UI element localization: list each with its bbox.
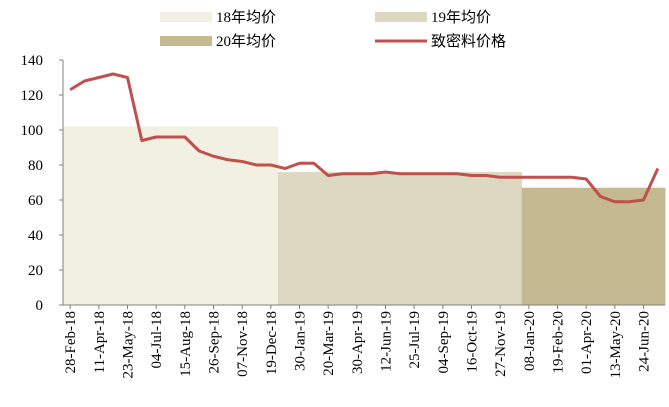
bar [106, 126, 121, 305]
x-tick-label: 04-Jul-18 [149, 311, 165, 369]
bar [421, 172, 437, 305]
legend-swatch [160, 36, 212, 46]
bar [364, 172, 379, 305]
x-tick-label: 11-Apr-18 [92, 311, 108, 373]
x-tick-label: 25-Jul-19 [407, 311, 423, 369]
x-tick-label: 27-Nov-19 [493, 311, 509, 377]
bar [278, 172, 293, 305]
x-tick-label: 01-Apr-20 [579, 311, 595, 374]
bar [507, 172, 523, 305]
price-line [69, 72, 660, 204]
y-tick-label: 20 [28, 263, 43, 279]
x-tick-label: 15-Aug-18 [178, 311, 194, 377]
bar [134, 126, 150, 305]
x-tick-label: 19-Feb-20 [551, 311, 567, 374]
y-tick-label: 140 [21, 53, 44, 69]
bar [91, 126, 107, 305]
bar [521, 187, 537, 305]
x-tick-label: 23-May-18 [121, 311, 137, 379]
x-tick-label: 19-Dec-18 [264, 311, 280, 375]
legend-label: 18年均价 [216, 9, 276, 26]
bar [407, 172, 422, 305]
legend-label: 致密料价格 [431, 33, 506, 50]
bar [493, 172, 508, 305]
y-tick-label: 40 [28, 228, 43, 244]
x-tick-label: 13-May-20 [608, 311, 624, 379]
bar [235, 126, 250, 305]
bar [263, 126, 279, 305]
bar [220, 126, 236, 305]
bar [464, 172, 480, 305]
bar [321, 172, 336, 305]
bar [435, 172, 451, 305]
bar [206, 126, 222, 305]
x-tick-label: 12-Jun-19 [379, 311, 395, 372]
x-tick-label: 08-Jan-20 [522, 311, 538, 371]
legend-swatch [160, 12, 212, 22]
bar [192, 126, 207, 305]
bar [622, 187, 637, 305]
bar [550, 187, 566, 305]
bar [378, 172, 394, 305]
x-tick-label: 16-Oct-19 [465, 311, 481, 373]
bar [579, 187, 594, 305]
x-tick-label: 26-Sep-18 [207, 311, 223, 374]
bar [392, 172, 408, 305]
bar [349, 172, 365, 305]
bar [650, 187, 666, 305]
bar [120, 126, 136, 305]
bar [478, 172, 494, 305]
bar [177, 126, 193, 305]
y-tick-label: 120 [21, 88, 44, 104]
x-tick-label: 30-Apr-19 [350, 311, 366, 374]
y-tick-label: 60 [28, 193, 43, 209]
bar [249, 126, 265, 305]
bar [306, 172, 322, 305]
x-tick-label: 24-Jun-20 [637, 311, 653, 372]
y-tick-label: 100 [21, 123, 44, 139]
bar [536, 187, 551, 305]
legend-label: 19年均价 [431, 9, 491, 26]
bar [77, 126, 93, 305]
bar [607, 187, 623, 305]
bar [163, 126, 179, 305]
x-tick-label: 28-Feb-18 [63, 311, 79, 374]
x-tick-label: 07-Nov-18 [235, 311, 251, 377]
x-tick-label: 30-Jan-19 [293, 311, 309, 371]
bar [292, 172, 308, 305]
legend-swatch [375, 12, 427, 22]
x-tick-label: 20-Mar-19 [321, 311, 337, 376]
x-tick-label: 04-Sep-19 [436, 311, 452, 374]
bar [149, 126, 164, 305]
bar [450, 172, 465, 305]
bar [564, 187, 580, 305]
y-tick-label: 80 [28, 158, 43, 174]
bar [63, 126, 78, 305]
y-tick-label: 0 [36, 298, 44, 314]
bar [593, 187, 609, 305]
legend-label: 20年均价 [216, 33, 276, 50]
bar [636, 187, 652, 305]
bar [335, 172, 351, 305]
